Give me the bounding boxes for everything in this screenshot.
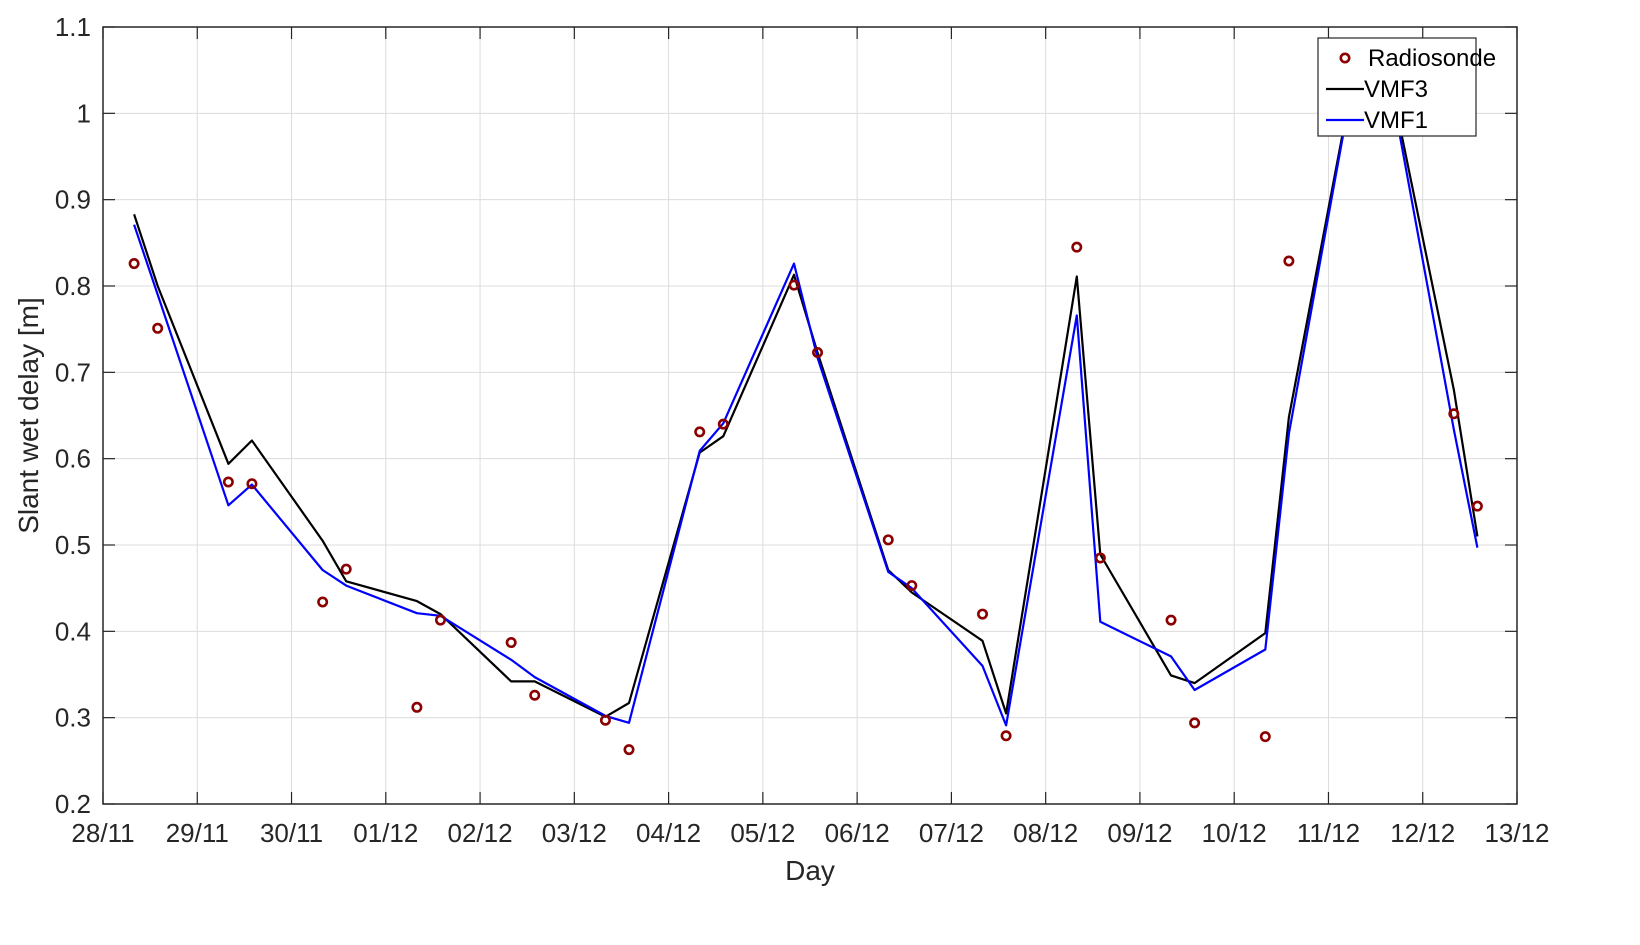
- y-tick-label: 0.2: [55, 789, 91, 819]
- radiosonde-point: [317, 596, 329, 608]
- radiosonde-point: [1259, 731, 1271, 743]
- y-axis-label: Slant wet delay [m]: [13, 297, 44, 534]
- radiosonde-point: [505, 637, 517, 649]
- legend-label-radiosonde: Radiosonde: [1368, 45, 1496, 72]
- x-tick-label: 29/11: [166, 818, 229, 848]
- radiosonde-point: [788, 279, 800, 291]
- tick-marks: [102, 26, 1518, 805]
- x-tick-label: 01/12: [353, 818, 418, 848]
- radiosonde-point: [1165, 614, 1177, 626]
- x-tick-label: 30/11: [260, 818, 323, 848]
- radiosonde-point: [977, 608, 989, 620]
- y-tick-label: 0.9: [55, 185, 91, 215]
- x-tick-label: 04/12: [636, 818, 701, 848]
- radiosonde-point: [246, 478, 258, 490]
- y-tick-label: 1: [77, 98, 91, 128]
- radiosonde-point: [529, 689, 541, 701]
- x-tick-labels: 28/11 29/11 30/11 01/12 02/12 03/12 04/12 05/12…: [71, 818, 1549, 848]
- x-tick-label: 10/12: [1202, 818, 1267, 848]
- x-tick-label: 03/12: [542, 818, 607, 848]
- radiosonde-point: [1189, 717, 1201, 729]
- plot-frame: [102, 26, 1518, 805]
- series-line-vmf1: [133, 43, 1479, 727]
- x-axis-label: Day: [785, 855, 835, 886]
- y-tick-label: 1.1: [55, 12, 91, 42]
- legend-swatch-radiosonde: [1339, 52, 1351, 64]
- radiosonde-point: [1471, 500, 1483, 512]
- y-tick-label: 0.4: [55, 616, 91, 646]
- radiosonde-point: [1283, 255, 1295, 267]
- legend-label-vmf1: VMF1: [1364, 107, 1428, 134]
- radiosonde-point: [222, 476, 234, 488]
- x-tick-label: 08/12: [1013, 818, 1078, 848]
- radiosonde-point: [340, 563, 352, 575]
- x-tick-label: 05/12: [730, 818, 795, 848]
- legend-label-vmf3: VMF3: [1364, 76, 1428, 103]
- y-tick-label: 0.8: [55, 271, 91, 301]
- plot-series: [128, 38, 1483, 756]
- radiosonde-point: [694, 426, 706, 438]
- radiosonde-point: [906, 580, 918, 592]
- radiosonde-point: [1094, 552, 1106, 564]
- radiosonde-point: [1000, 730, 1012, 742]
- x-tick-label: 02/12: [448, 818, 513, 848]
- y-tick-label: 0.5: [55, 530, 91, 560]
- y-tick-label: 0.7: [55, 357, 91, 387]
- radiosonde-point: [599, 714, 611, 726]
- x-tick-label: 09/12: [1107, 818, 1172, 848]
- x-tick-label: 06/12: [825, 818, 890, 848]
- y-tick-label: 0.3: [55, 703, 91, 733]
- radiosonde-point: [812, 346, 824, 358]
- legend: Radiosonde VMF3 VMF1: [1317, 37, 1496, 137]
- radiosonde-point: [1071, 241, 1083, 253]
- y-tick-label: 0.6: [55, 444, 91, 474]
- y-tick-labels: 0.2 0.3 0.4 0.5 0.6 0.7 0.8 0.9 1 1.1: [55, 12, 91, 819]
- radiosonde-point: [717, 418, 729, 430]
- x-tick-label: 28/11: [71, 818, 134, 848]
- radiosonde-point: [411, 701, 423, 713]
- radiosonde-point: [434, 614, 446, 626]
- radiosonde-point: [882, 534, 894, 546]
- radiosonde-point: [128, 258, 140, 270]
- x-tick-label: 13/12: [1484, 818, 1549, 848]
- x-tick-label: 12/12: [1390, 818, 1455, 848]
- radiosonde-point: [623, 744, 635, 756]
- x-tick-label: 11/12: [1297, 818, 1360, 848]
- x-tick-label: 07/12: [919, 818, 984, 848]
- radiosonde-point: [152, 322, 164, 334]
- radiosonde-point: [1448, 408, 1460, 420]
